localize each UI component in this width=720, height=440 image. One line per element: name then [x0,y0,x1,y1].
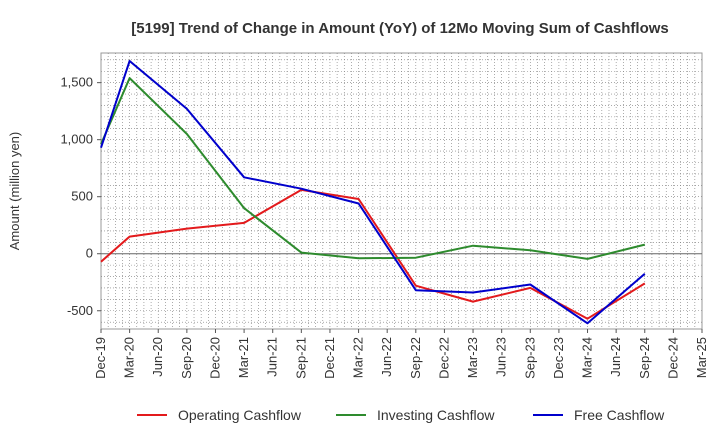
x-tick-label: Dec-23 [551,337,566,379]
legend-label: Free Cashflow [574,407,665,423]
x-tick-label: Jun-23 [494,337,509,377]
x-tick-label: Sep-24 [637,337,652,379]
x-tick-label: Mar-20 [122,337,137,378]
series-line-free-cashflow [100,60,646,325]
y-tick-label: 1,500 [60,75,93,90]
legend-item-operating-cashflow: Operating Cashflow [137,407,302,423]
x-tick-label: Dec-20 [207,337,222,379]
y-tick-label: 1,000 [60,132,93,147]
legend-item-investing-cashflow: Investing Cashflow [336,407,495,423]
x-tick-label: Sep-20 [179,337,194,379]
y-tick-label: -500 [67,303,93,318]
x-tick-label: Mar-24 [580,337,595,378]
x-tick-label: Sep-21 [293,337,308,379]
x-tick-label: Dec-24 [665,337,680,379]
y-tick-label: 0 [86,246,93,261]
x-tick-label: Sep-23 [522,337,537,379]
x-tick-label: Jun-22 [379,337,394,377]
x-tick-label: Mar-23 [465,337,480,378]
y-axis-label: Amount (million yen) [7,132,22,251]
x-tick-label: Jun-24 [608,337,623,377]
y-tick-label: 500 [71,189,93,204]
series-line-investing-cashflow [100,77,646,260]
x-tick-label: Sep-22 [408,337,423,379]
legend: Operating Cashflow Investing Cashflow Free… [137,407,665,423]
y-axis-ticks: -500 0 500 1,000 1,500 [60,75,101,318]
x-tick-label: Jun-21 [265,337,280,377]
legend-label: Operating Cashflow [178,407,302,423]
x-tick-label: Mar-25 [694,337,709,378]
x-tick-label: Mar-22 [351,337,366,378]
x-tick-label: Mar-21 [236,337,251,378]
chart-title: [5199] Trend of Change in Amount (YoY) o… [131,20,669,37]
x-tick-label: Dec-22 [436,337,451,379]
x-tick-label: Dec-19 [93,337,108,379]
legend-label: Investing Cashflow [377,407,495,423]
x-tick-label: Dec-21 [322,337,337,379]
legend-item-free-cashflow: Free Cashflow [533,407,665,423]
x-tick-label: Jun-20 [150,337,165,377]
series-lines [100,60,646,325]
x-axis-ticks: Dec-19 Mar-20 Jun-20 Sep-20 Dec-20 Mar-21 Jun-… [93,329,709,379]
